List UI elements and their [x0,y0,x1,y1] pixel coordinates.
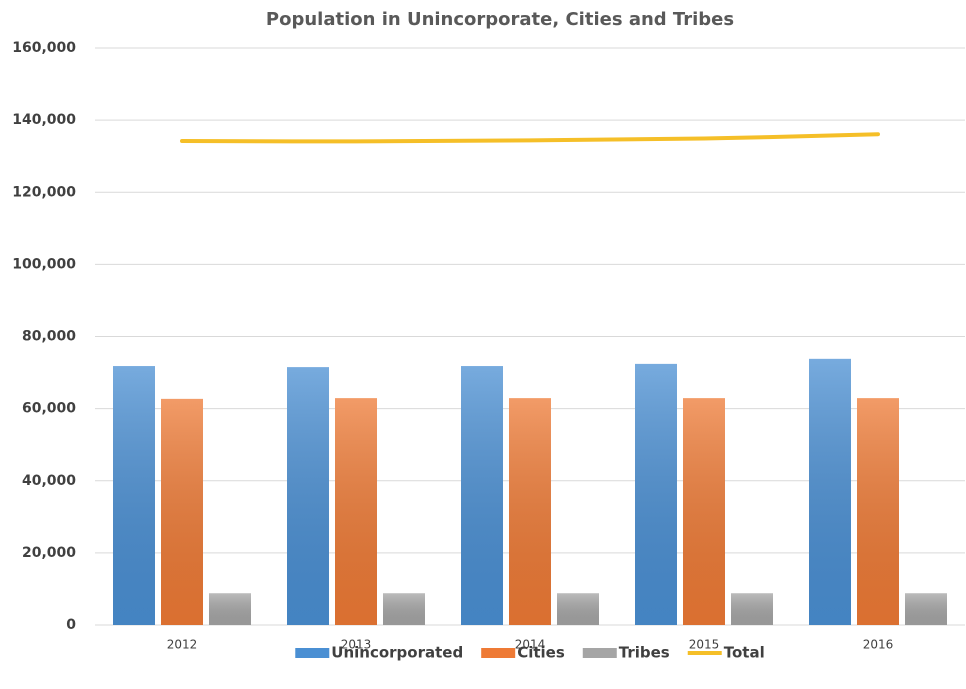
legend-label: Tribes [619,644,670,662]
x-tick-label: 2012 [167,638,198,652]
bar-shade [161,398,203,625]
bar-shade [113,366,155,625]
legend-label: Total [724,644,765,662]
bar-shade [287,367,329,625]
y-tick-label: 160,000 [12,40,76,56]
y-tick-label: 140,000 [12,112,76,128]
x-tick-label: 2015 [689,638,720,652]
bar-shade [209,593,251,625]
legend-label: Cities [517,644,565,662]
bar-shade [635,363,677,625]
y-tick-label: 100,000 [12,256,76,272]
chart-title: Population in Unincorporate, Cities and … [266,9,734,30]
bar-shade [683,398,725,625]
line [180,132,880,144]
bar-shade [557,593,599,625]
bar-shade [905,593,947,625]
bar-shade [731,593,773,625]
legend-symbol [481,648,516,658]
legend-symbol [582,648,617,658]
legend-label: Unincorporated [331,644,463,662]
bar-shade [383,593,425,625]
x-tick-label: 2016 [863,638,894,652]
y-tick-label: 80,000 [22,329,76,345]
bar-shade [809,358,851,625]
y-tick-label: 120,000 [12,184,76,200]
bar-shade [335,398,377,625]
bar-shade [857,398,899,625]
x-tick-label: 2013 [341,638,372,652]
y-tick-label: 20,000 [22,545,76,561]
y-tick-label: 0 [66,617,76,633]
bar-shade [509,398,551,625]
legend-symbol [295,648,330,658]
y-tick-label: 40,000 [22,473,76,489]
y-tick-label: 60,000 [22,401,76,417]
x-tick-label: 2014 [515,638,546,652]
bar-shade [461,366,503,625]
